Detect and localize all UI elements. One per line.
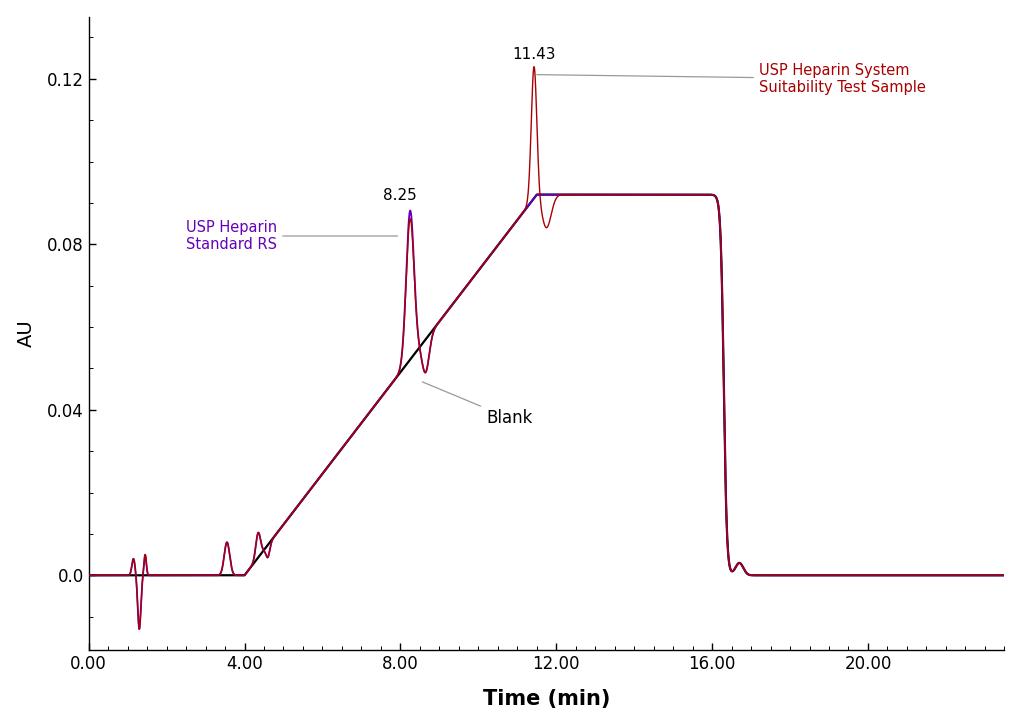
Y-axis label: AU: AU [16,319,36,347]
Text: USP Heparin System
Suitability Test Sample: USP Heparin System Suitability Test Samp… [537,62,926,95]
Text: 8.25: 8.25 [384,188,418,203]
Text: 11.43: 11.43 [513,47,555,62]
Text: USP Heparin
Standard RS: USP Heparin Standard RS [186,220,397,252]
Text: Blank: Blank [423,382,533,427]
X-axis label: Time (min): Time (min) [483,689,611,709]
